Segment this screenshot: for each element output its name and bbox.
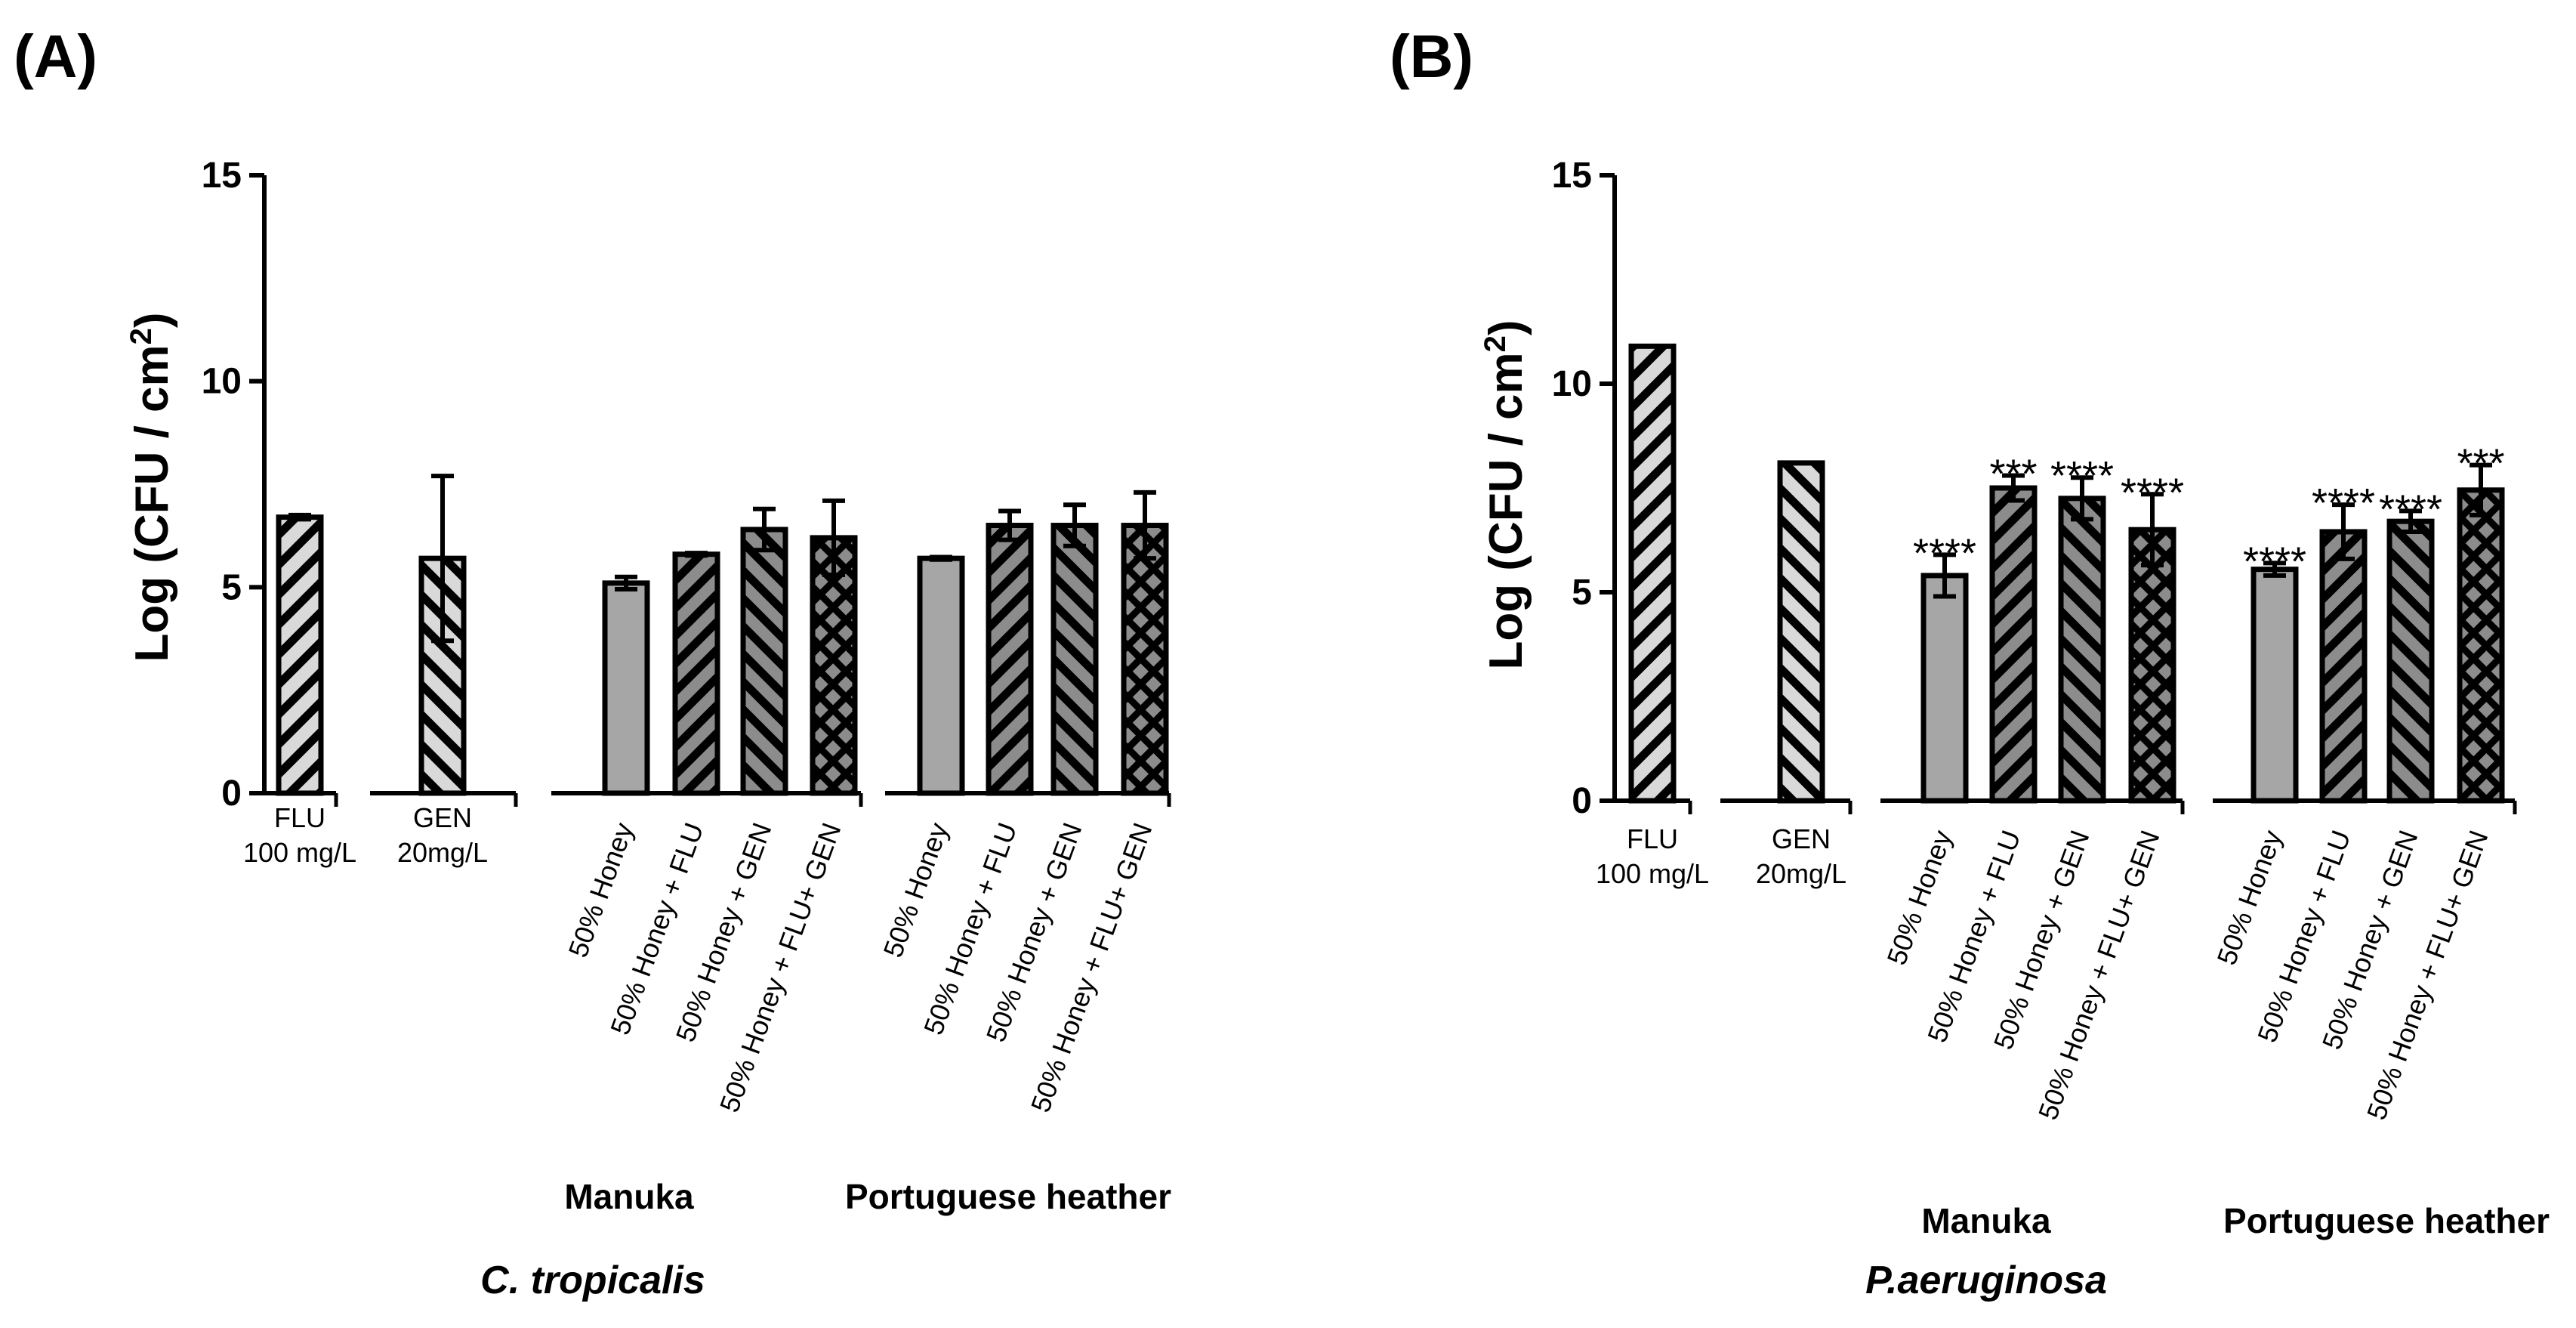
- bar: [1920, 573, 1969, 804]
- significance-marker: ****: [2379, 486, 2442, 532]
- y-tick-label: 0: [1572, 781, 1592, 821]
- x-tick-label: GEN: [413, 802, 472, 833]
- x-tick-label: 50% Honey: [562, 819, 639, 962]
- x-tick-label-line2: 20mg/L: [1756, 858, 1846, 889]
- y-axis-label: Log (CFU / cm2): [1479, 320, 1532, 669]
- bar: [1050, 523, 1099, 796]
- x-tick-label: 50% Honey: [1880, 826, 1957, 969]
- significance-marker: ***: [2457, 441, 2504, 486]
- x-tick-label-line2: 100 mg/L: [243, 837, 356, 868]
- significance-marker: ***: [1989, 451, 2037, 496]
- significance-marker: ****: [2050, 453, 2114, 499]
- bar: [1628, 343, 1677, 804]
- significance-marker: ****: [2312, 480, 2375, 526]
- significance-marker: ****: [1913, 530, 1976, 576]
- species-label: P.aeruginosa: [1865, 1259, 2107, 1302]
- bar: [2319, 529, 2368, 804]
- bar: [2457, 487, 2505, 804]
- panel-label: (A): [14, 23, 97, 90]
- panel-b: (B) Log (CFU / cm2) P.aeruginosa 0 5 10 15 F…: [1390, 23, 2550, 1302]
- bar: [602, 580, 650, 796]
- group-label: Manuka: [1921, 1201, 2051, 1240]
- y-tick-label: 15: [1552, 156, 1592, 196]
- species-label: C. tropicalis: [480, 1259, 705, 1302]
- panel-a: (A) Log (CFU / cm2) C. tropicalis 0 5 10 15…: [14, 23, 1171, 1302]
- x-tick-label: FLU: [274, 802, 325, 833]
- bar: [418, 555, 467, 796]
- x-tick-label: GEN: [1772, 823, 1831, 854]
- y-axis-label: Log (CFU / cm2): [125, 312, 178, 662]
- significance-marker: ****: [2243, 539, 2306, 584]
- bar: [740, 527, 788, 796]
- y-tick-label: 0: [221, 774, 242, 814]
- y-tick-label: 10: [1552, 364, 1592, 404]
- group-label: Manuka: [564, 1177, 694, 1216]
- bar: [917, 555, 965, 796]
- group-label: Portuguese heather: [845, 1177, 1171, 1216]
- bar: [672, 551, 720, 796]
- x-tick-label: FLU: [1627, 823, 1678, 854]
- y-tick-label: 15: [202, 156, 242, 196]
- bar: [2128, 527, 2176, 804]
- bar: [2058, 496, 2106, 804]
- bar: [986, 523, 1034, 796]
- group-label: Portuguese heather: [2223, 1201, 2550, 1240]
- bar: [1777, 460, 1825, 804]
- y-tick-label: 10: [202, 362, 242, 402]
- significance-marker: ****: [2121, 470, 2184, 515]
- bar: [276, 514, 324, 796]
- y-tick-label: 5: [221, 567, 242, 607]
- x-tick-label-line2: 20mg/L: [397, 837, 488, 868]
- y-tick-label: 5: [1572, 573, 1592, 613]
- bar: [1989, 485, 2038, 804]
- bar: [2386, 518, 2435, 804]
- x-tick-label: 50% Honey: [877, 819, 954, 962]
- x-tick-label-line2: 100 mg/L: [1596, 858, 1709, 889]
- panel-label: (B): [1390, 23, 1473, 90]
- bar: [2251, 567, 2299, 804]
- x-tick-label: 50% Honey: [2210, 826, 2288, 969]
- bar: [1121, 523, 1169, 796]
